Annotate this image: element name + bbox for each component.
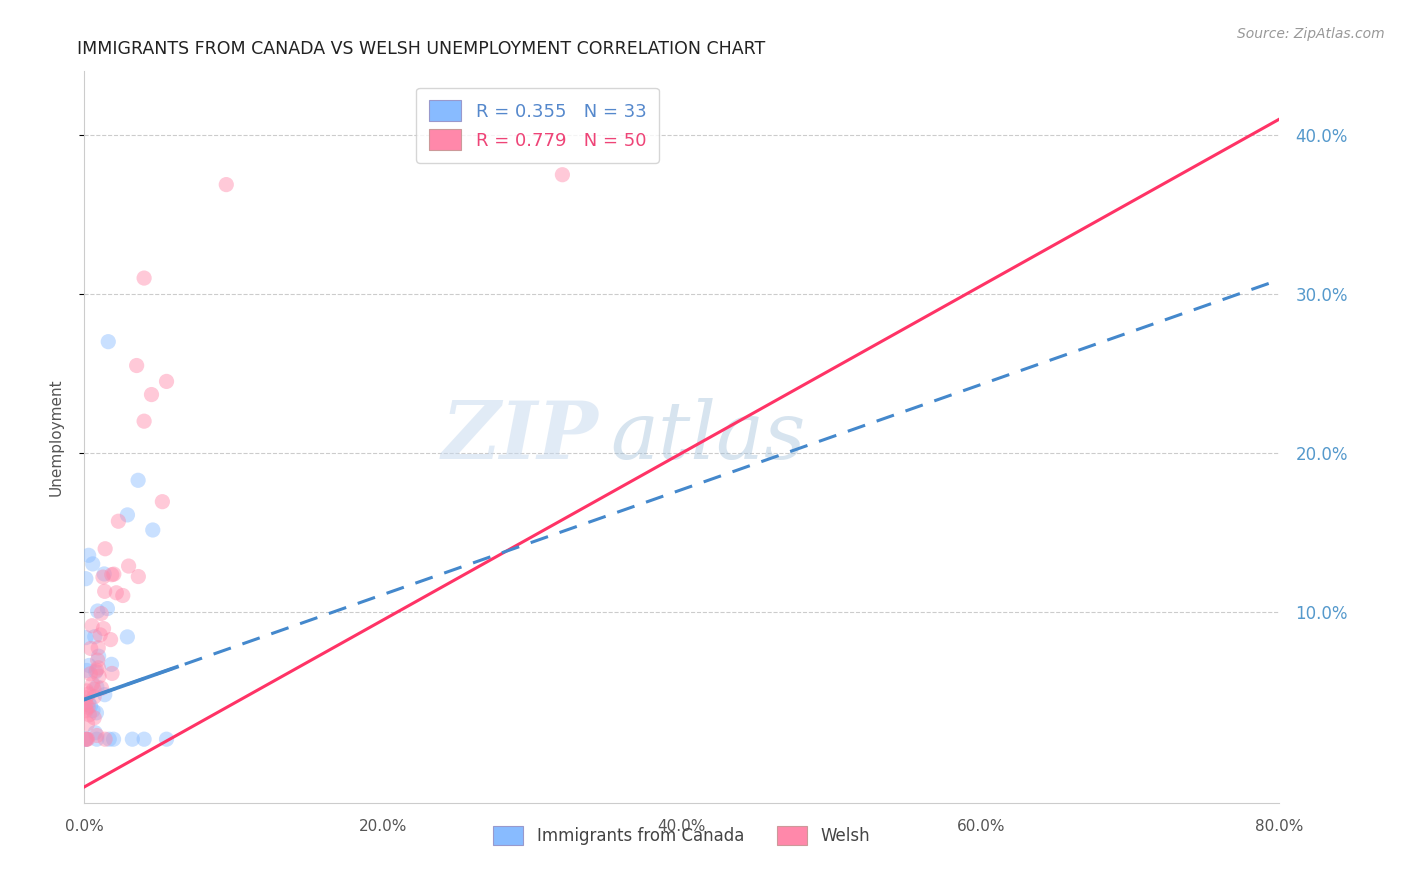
Point (100, 632, 122, 647)
Point (150, 494, 173, 508)
Point (75, 572, 97, 586)
Point (551, 168, 574, 182)
Point (86, 653, 108, 667)
Point (75, 690, 97, 705)
Point (93, 584, 115, 599)
Text: atlas: atlas (610, 399, 806, 475)
Point (105, 586, 128, 600)
Point (83, 682, 105, 697)
Point (86, 706, 108, 720)
Point (82, 677, 104, 691)
Point (103, 732, 125, 747)
Point (84, 725, 107, 739)
Point (87, 649, 110, 664)
Point (91, 570, 114, 584)
Point (84, 665, 107, 679)
Point (127, 569, 149, 583)
Point (215, 178, 238, 192)
Point (132, 271, 156, 285)
Point (80, 618, 103, 632)
Point (132, 732, 156, 747)
Point (76, 732, 98, 747)
Point (125, 359, 148, 373)
Point (86, 604, 108, 618)
Point (97, 334, 120, 349)
Point (107, 514, 129, 528)
Point (77, 695, 100, 709)
Point (96, 601, 118, 615)
Point (77, 658, 100, 673)
Point (86, 663, 108, 677)
Point (87, 661, 110, 675)
Point (86, 729, 108, 743)
Point (75, 732, 97, 747)
Point (89, 628, 111, 642)
Point (75, 732, 97, 747)
Point (93, 566, 115, 581)
Point (87, 640, 110, 655)
Point (76, 732, 98, 747)
Point (79, 707, 101, 722)
Point (82, 557, 104, 571)
Text: Source: ZipAtlas.com: Source: ZipAtlas.com (1237, 27, 1385, 41)
Point (142, 523, 165, 537)
Point (132, 414, 156, 428)
Point (121, 732, 143, 747)
Y-axis label: Unemployment: Unemployment (49, 378, 63, 496)
Point (94, 732, 117, 747)
Point (117, 508, 139, 522)
Point (75, 704, 97, 718)
Point (98, 732, 121, 747)
Point (101, 666, 124, 681)
Point (79, 698, 101, 713)
Point (111, 589, 134, 603)
Point (155, 732, 177, 747)
Point (90, 681, 112, 696)
Point (103, 567, 125, 582)
Point (90, 607, 112, 621)
Point (117, 559, 139, 574)
Point (100, 657, 122, 672)
Point (77, 549, 100, 563)
Point (75, 702, 97, 716)
Text: IMMIGRANTS FROM CANADA VS WELSH UNEMPLOYMENT CORRELATION CHART: IMMIGRANTS FROM CANADA VS WELSH UNEMPLOY… (77, 40, 766, 58)
Point (77, 700, 100, 714)
Legend: Immigrants from Canada, Welsh: Immigrants from Canada, Welsh (482, 814, 882, 856)
Point (76, 684, 98, 698)
Point (141, 387, 163, 401)
Point (83, 630, 105, 644)
Point (117, 630, 139, 644)
Point (93, 622, 115, 636)
Point (75, 697, 97, 711)
Point (87, 669, 110, 683)
Point (86, 732, 108, 747)
Point (83, 711, 105, 725)
Point (76, 716, 98, 731)
Point (127, 473, 149, 487)
Point (83, 690, 105, 704)
Text: ZIP: ZIP (441, 399, 599, 475)
Point (80, 641, 103, 656)
Point (75, 732, 97, 747)
Point (86, 680, 108, 694)
Point (79, 666, 101, 681)
Point (82, 703, 104, 717)
Point (76, 664, 98, 678)
Point (94, 541, 117, 556)
Point (101, 567, 124, 582)
Point (93, 688, 115, 702)
Point (77, 687, 100, 701)
Point (75, 631, 97, 645)
Point (155, 375, 177, 389)
